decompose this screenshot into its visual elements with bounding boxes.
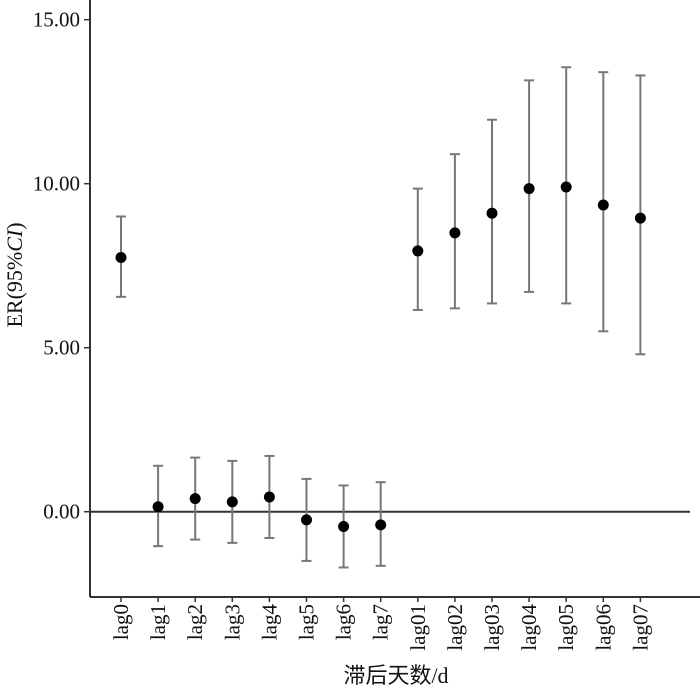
plot-marks — [115, 66, 646, 569]
x-tick-label: lag07 — [628, 604, 652, 651]
x-tick-label: lag5 — [295, 604, 319, 640]
x-axis-title: 滞后天数/d — [343, 663, 448, 688]
data-point — [338, 520, 350, 532]
data-point — [115, 251, 127, 263]
data-point — [634, 212, 646, 224]
y-tick-label: 5.00 — [43, 336, 80, 360]
data-point — [523, 183, 535, 195]
data-point — [263, 491, 275, 503]
x-tick-label: lag06 — [591, 604, 615, 651]
y-tick-label: 15.00 — [33, 8, 80, 32]
x-tick-label: lag0 — [109, 604, 133, 640]
x-tick-label: lag6 — [332, 604, 356, 640]
x-tick-label: lag3 — [220, 604, 244, 640]
y-tick-label: 0.00 — [43, 500, 80, 524]
x-tick-label: lag1 — [146, 604, 170, 640]
y-tick-label: 10.00 — [33, 172, 80, 196]
data-point — [486, 207, 498, 219]
x-tick-label: lag02 — [443, 604, 467, 651]
data-point — [226, 496, 238, 508]
x-tick-label: lag01 — [406, 604, 430, 651]
data-point — [412, 245, 424, 257]
x-tick-label: lag4 — [257, 604, 281, 641]
data-point — [152, 501, 164, 513]
x-tick-label: lag04 — [517, 604, 541, 651]
x-tick-label: lag2 — [183, 604, 207, 640]
x-tick-label: lag7 — [369, 604, 393, 640]
data-point — [375, 519, 387, 531]
y-axis-ticks: 0.00 5.00 10.00 15.00 — [33, 8, 90, 524]
x-tick-label: lag03 — [480, 604, 504, 651]
data-point — [189, 493, 201, 505]
data-point — [560, 181, 572, 193]
x-tick-label: lag05 — [554, 604, 578, 651]
y-axis-title: ER(95%CI) — [2, 222, 27, 327]
data-point — [597, 199, 609, 211]
x-axis-ticks: lag0 lag1 lag2 lag3 lag4 lag5 lag6 lag7 lag01 lag… — [109, 597, 652, 651]
data-point — [449, 227, 461, 239]
data-point — [301, 514, 312, 526]
